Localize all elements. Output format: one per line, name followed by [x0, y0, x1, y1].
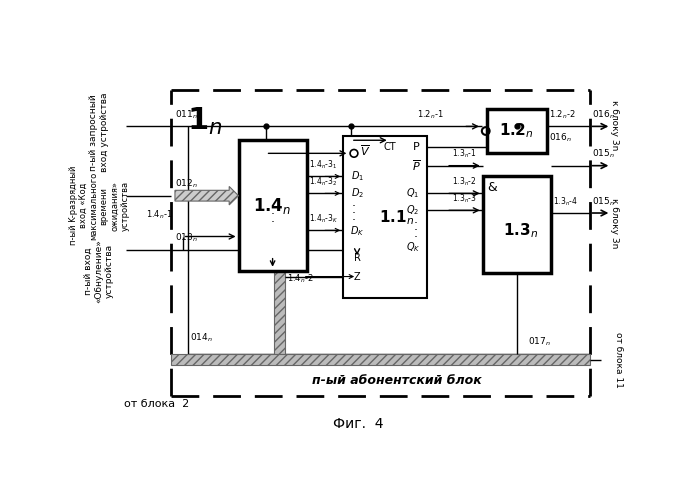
Text: ·: ·	[352, 200, 356, 213]
Bar	[343, 137, 427, 298]
Text: $1.4_n\text{-}3_2$: $1.4_n\text{-}3_2$	[309, 176, 338, 188]
Text: $Q_1$: $Q_1$	[406, 187, 419, 200]
Text: P: P	[412, 142, 419, 152]
Bar	[487, 109, 547, 153]
Text: $014_n$: $014_n$	[190, 332, 213, 345]
Text: $1.4_n\text{-}3_K$: $1.4_n\text{-}3_K$	[309, 212, 338, 225]
Text: ·: ·	[271, 216, 275, 229]
Text: $017_n$: $017_n$	[528, 336, 550, 348]
Text: CT: CT	[383, 142, 396, 152]
Bar	[274, 271, 285, 353]
Bar	[171, 354, 589, 365]
Text: $013_n$: $013_n$	[175, 232, 198, 244]
Text: Z: Z	[354, 272, 361, 282]
Text: п-ый запросный
вход устройства: п-ый запросный вход устройства	[89, 93, 109, 172]
Text: $016_n$: $016_n$	[592, 108, 615, 121]
Text: $Q_K$: $Q_K$	[405, 241, 420, 254]
Text: $012_n$: $012_n$	[175, 178, 198, 190]
Text: $\overline{P}$: $\overline{P}$	[412, 158, 420, 173]
Text: $015_n$: $015_n$	[592, 148, 615, 160]
Text: от блока 11: от блока 11	[614, 332, 623, 388]
Text: $015_n$: $015_n$	[592, 195, 615, 207]
Text: $1.2_n\text{-}2$: $1.2_n\text{-}2$	[549, 108, 576, 121]
Text: $1.4_n\text{-}2$: $1.4_n\text{-}2$	[287, 273, 314, 285]
Text: $\mathbf{1.1}_n$: $\mathbf{1.1}_n$	[379, 208, 415, 227]
Text: $1.3_n\text{-}4$: $1.3_n\text{-}4$	[553, 195, 578, 207]
Text: $016_n$: $016_n$	[549, 132, 572, 144]
Text: к блоку 3n: к блоку 3n	[610, 99, 619, 150]
Text: Фиг.  4: Фиг. 4	[333, 417, 383, 431]
Text: $1.4_n\text{-}3_1$: $1.4_n\text{-}3_1$	[309, 158, 338, 171]
Text: ·: ·	[414, 231, 418, 244]
Bar	[238, 140, 307, 271]
Text: $D_2$: $D_2$	[350, 187, 363, 200]
Text: ·: ·	[352, 207, 356, 220]
Text: ·: ·	[271, 208, 275, 221]
Text: $1.3_n\text{-}3$: $1.3_n\text{-}3$	[452, 193, 477, 205]
Text: R: R	[354, 253, 361, 263]
Text: $011_n$: $011_n$	[175, 108, 198, 121]
Text: $\mathbf{1}_n$: $\mathbf{1}_n$	[187, 105, 222, 137]
Polygon shape	[175, 187, 238, 205]
Text: к блоку 3n: к блоку 3n	[610, 198, 619, 248]
Text: п-ый вход
«Обнуление»
устройства: п-ый вход «Обнуление» устройства	[84, 239, 114, 303]
Text: п-ый абонентский блок: п-ый абонентский блок	[312, 374, 482, 387]
Text: &: &	[487, 181, 497, 194]
Text: $\overline{V}$: $\overline{V}$	[360, 143, 370, 157]
Text: $D_K$: $D_K$	[350, 224, 364, 238]
Text: ·: ·	[271, 201, 275, 214]
Text: $1.4_n\text{-}1$: $1.4_n\text{-}1$	[145, 208, 173, 220]
Text: $\mathbf{1.2}_n$: $\mathbf{1.2}_n$	[500, 122, 534, 141]
Text: от блока  2: от блока 2	[124, 398, 189, 408]
Text: $Q_2$: $Q_2$	[406, 203, 419, 217]
Text: $1.2_n\text{-}1$: $1.2_n\text{-}1$	[417, 108, 444, 121]
Bar	[482, 176, 551, 273]
Text: п-ый K-разрядный
вход «Код
максимального
времени
ожидания»
устройства: п-ый K-разрядный вход «Код максимального…	[69, 166, 129, 246]
Text: ·: ·	[352, 214, 356, 227]
Text: $1.3_n\text{-}1$: $1.3_n\text{-}1$	[452, 147, 477, 159]
Text: ·: ·	[414, 224, 418, 237]
Text: $\mathbf{1.4}_n$: $\mathbf{1.4}_n$	[254, 196, 291, 216]
Text: $D_1$: $D_1$	[350, 170, 363, 183]
Text: $1.3_n\text{-}2$: $1.3_n\text{-}2$	[452, 176, 477, 188]
Text: ·: ·	[414, 217, 418, 230]
Text: $\mathbf{1.3}_n$: $\mathbf{1.3}_n$	[503, 221, 538, 240]
